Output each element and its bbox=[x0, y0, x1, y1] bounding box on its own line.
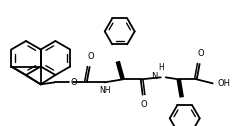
Text: O: O bbox=[140, 100, 147, 109]
Text: OH: OH bbox=[218, 79, 231, 88]
Text: O: O bbox=[71, 78, 77, 87]
Text: N: N bbox=[151, 72, 158, 81]
Text: NH: NH bbox=[99, 86, 110, 95]
Text: H: H bbox=[158, 63, 164, 72]
Text: O: O bbox=[197, 49, 204, 58]
Text: O: O bbox=[88, 52, 94, 61]
